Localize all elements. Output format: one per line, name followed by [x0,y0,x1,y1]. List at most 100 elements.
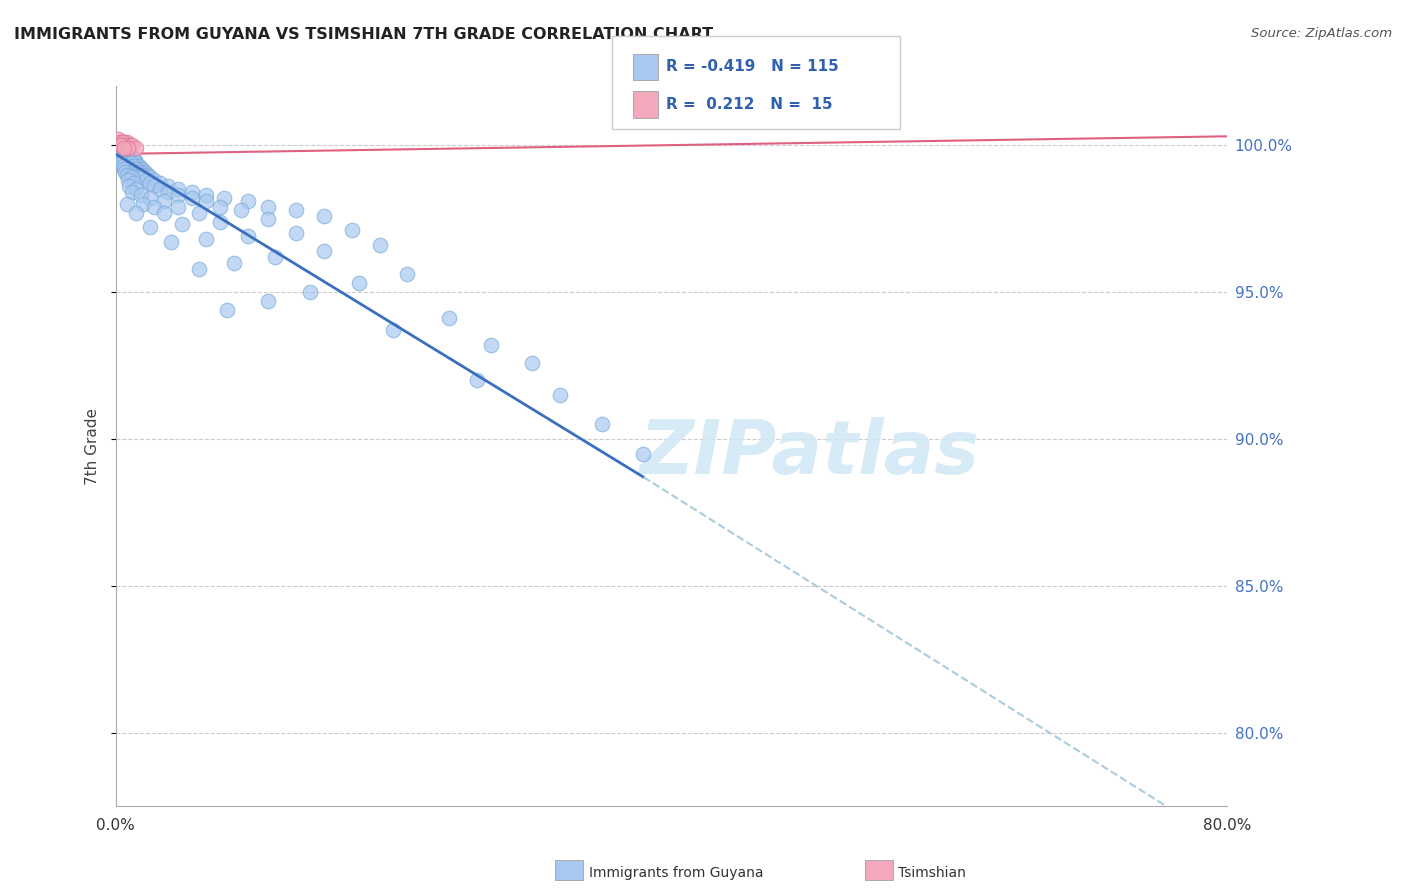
Point [110,138,132,153]
Point [111,135,134,149]
Point [125,182,148,196]
Point [194,194,217,208]
Point [131,168,153,182]
Point [108,147,131,161]
Point [124,153,146,167]
Point [125,161,148,176]
Point [118,179,141,194]
Text: 80.0%: 80.0% [1202,818,1251,833]
Text: R = -0.419   N = 115: R = -0.419 N = 115 [666,60,839,74]
Point [112,141,135,155]
Point [120,155,142,169]
Point [117,147,139,161]
Point [115,159,138,173]
Point [125,141,148,155]
Point [236,229,259,244]
Point [114,164,136,178]
Point [129,168,152,182]
Point [125,205,148,219]
Point [167,182,190,196]
Y-axis label: 7th Grade: 7th Grade [86,408,100,484]
Point [157,185,180,199]
Point [108,135,131,149]
Point [122,159,145,173]
Point [143,179,166,194]
Point [591,417,613,432]
Point [160,235,183,249]
Point [124,161,146,176]
Point [117,173,139,187]
Point [110,144,132,158]
Point [285,202,308,217]
Point [229,202,252,217]
Point [149,182,172,196]
Point [136,168,159,182]
Point [368,238,391,252]
Point [108,141,131,155]
Point [125,155,148,169]
Point [139,177,162,191]
Point [187,205,209,219]
Point [111,144,134,158]
Point [208,214,231,228]
Point [167,200,190,214]
Point [285,227,308,241]
Point [118,138,141,153]
Point [114,144,136,158]
Point [110,155,132,169]
Point [143,200,166,214]
Point [117,141,139,155]
Point [118,147,141,161]
Point [122,177,145,191]
Point [522,355,544,369]
Point [222,255,245,269]
Point [312,209,335,223]
Point [117,153,139,167]
Point [135,168,157,182]
Point [181,191,204,205]
Point [153,194,176,208]
Point [212,191,235,205]
Point [112,141,135,155]
Point [112,135,135,149]
Point [131,161,153,176]
Point [347,277,370,291]
Point [340,223,363,237]
Point [465,373,488,387]
Text: ZIPatlas: ZIPatlas [640,417,980,490]
Point [107,141,129,155]
Point [153,205,176,219]
Point [194,188,217,202]
Point [135,173,157,187]
Point [121,185,143,199]
Text: Source: ZipAtlas.com: Source: ZipAtlas.com [1251,27,1392,40]
Point [120,168,142,182]
Text: Immigrants from Guyana: Immigrants from Guyana [589,866,763,880]
Text: R =  0.212   N =  15: R = 0.212 N = 15 [666,97,834,112]
Point [121,138,143,153]
Point [479,338,502,352]
Text: Tsimshian: Tsimshian [898,866,966,880]
Point [112,153,135,167]
Point [110,135,132,149]
Point [127,164,149,178]
Point [312,244,335,258]
Point [115,168,138,182]
Point [215,302,238,317]
Point [112,147,135,161]
Point [115,144,138,158]
Point [187,261,209,276]
Point [143,173,166,187]
Point [115,197,138,211]
Point [299,285,322,299]
Point [114,155,136,169]
Point [121,170,143,185]
Point [134,164,156,178]
Point [111,141,134,155]
Point [114,147,136,161]
Point [132,170,155,185]
Point [129,161,152,176]
Point [437,311,460,326]
Point [129,188,152,202]
Point [114,138,136,153]
